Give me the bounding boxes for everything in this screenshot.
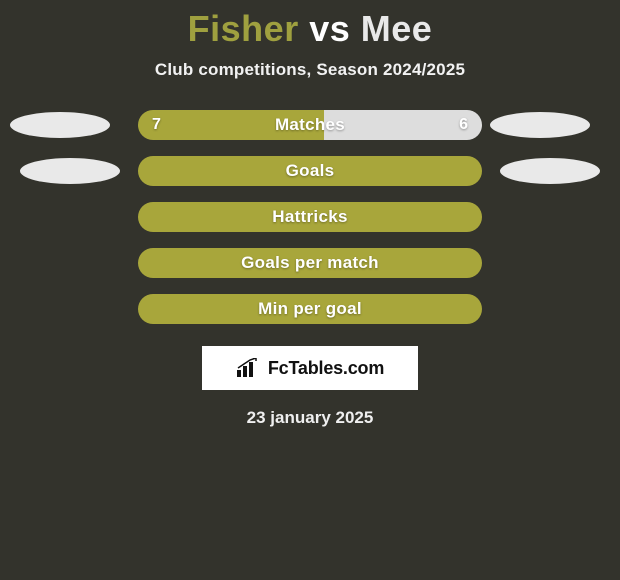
- player1-blob: [20, 158, 120, 184]
- player1-value: 7: [152, 116, 161, 134]
- player2-blob: [490, 112, 590, 138]
- stat-bar: Goals: [138, 156, 482, 186]
- player2-value: 6: [459, 116, 468, 134]
- stat-bar: Min per goal: [138, 294, 482, 324]
- source-logo[interactable]: FcTables.com: [202, 346, 418, 390]
- stat-row: Hattricks: [0, 202, 620, 232]
- stat-bar: 7 6 Matches: [138, 110, 482, 140]
- stat-row: 7 6 Matches: [0, 110, 620, 140]
- stat-row: Goals per match: [0, 248, 620, 278]
- stat-bar: Goals per match: [138, 248, 482, 278]
- comparison-rows: 7 6 Matches Goals Hattricks Goals per match Mi…: [0, 110, 620, 324]
- stat-row: Min per goal: [0, 294, 620, 324]
- stat-label: Goals: [286, 161, 335, 181]
- page-title: Fisher vs Mee: [0, 8, 620, 50]
- player1-name: Fisher: [188, 8, 299, 49]
- source-logo-text: FcTables.com: [268, 358, 384, 379]
- stat-row: Goals: [0, 156, 620, 186]
- comparison-card: Fisher vs Mee Club competitions, Season …: [0, 0, 620, 428]
- stat-bar: Hattricks: [138, 202, 482, 232]
- stat-label: Hattricks: [272, 207, 347, 227]
- player2-blob: [500, 158, 600, 184]
- player1-blob: [10, 112, 110, 138]
- player2-name: Mee: [361, 8, 433, 49]
- stat-label: Goals per match: [241, 253, 379, 273]
- subtitle: Club competitions, Season 2024/2025: [0, 60, 620, 80]
- snapshot-date: 23 january 2025: [0, 408, 620, 428]
- stat-label: Min per goal: [258, 299, 362, 319]
- bars-rising-icon: [236, 358, 262, 378]
- vs-label: vs: [309, 8, 350, 49]
- stat-label: Matches: [275, 115, 345, 135]
